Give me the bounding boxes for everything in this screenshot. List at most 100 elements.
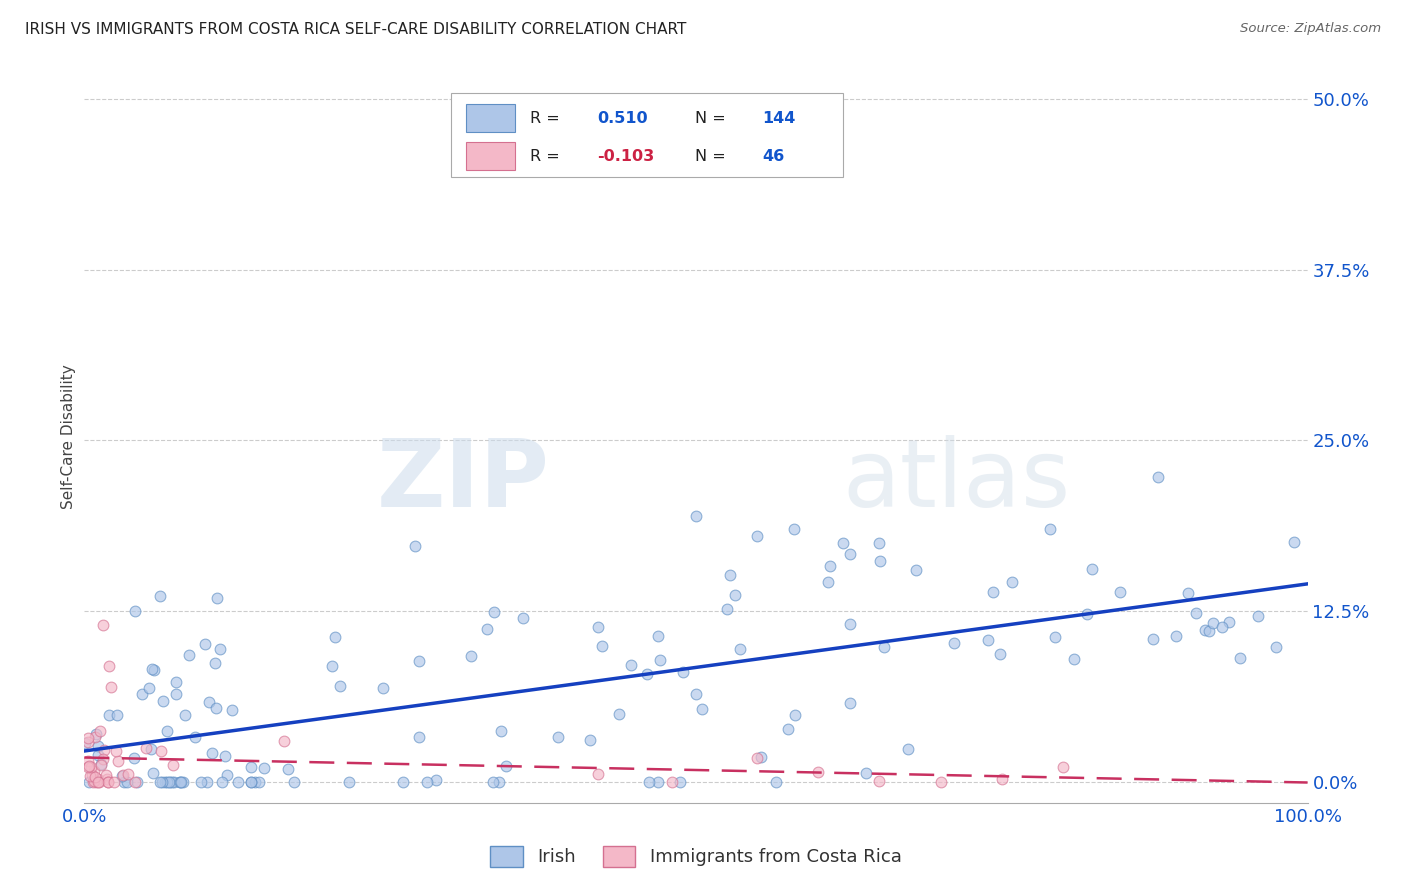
Point (283, 775, 305, 789)
Text: atlas: atlas (842, 435, 1071, 527)
Point (647, 775, 669, 789)
Point (87, 772, 110, 786)
Point (103, 775, 125, 789)
Point (143, 663, 166, 677)
Point (198, 695, 221, 709)
Point (1080, 562, 1102, 576)
Point (747, 751, 769, 765)
Point (97, 659, 120, 673)
Point (724, 588, 747, 602)
Point (776, 722, 799, 736)
Point (1063, 652, 1085, 666)
Point (1147, 469, 1170, 483)
Point (977, 632, 1000, 647)
Text: R =: R = (530, 149, 564, 164)
Point (245, 775, 267, 789)
Point (512, 611, 534, 625)
Point (115, 775, 138, 789)
Legend: Irish, Immigrants from Costa Rica: Irish, Immigrants from Costa Rica (491, 847, 901, 867)
Point (1202, 616, 1225, 631)
Point (135, 740, 157, 755)
Text: N =: N = (695, 149, 731, 164)
Point (124, 775, 146, 789)
Point (668, 775, 690, 789)
Point (839, 547, 862, 561)
Point (97, 775, 120, 789)
Point (929, 775, 952, 789)
Point (90, 757, 112, 772)
Point (831, 536, 853, 550)
Point (127, 775, 149, 789)
Point (323, 630, 346, 644)
Point (636, 666, 658, 681)
Point (77, 760, 100, 774)
Point (112, 775, 135, 789)
Point (209, 642, 232, 657)
Point (495, 759, 517, 773)
Point (163, 775, 186, 789)
Point (79, 768, 101, 782)
Point (690, 701, 713, 715)
Point (1185, 607, 1208, 621)
Text: -0.103: -0.103 (598, 149, 654, 164)
Point (194, 637, 217, 651)
Point (807, 764, 830, 779)
Point (1194, 623, 1216, 637)
Point (159, 775, 181, 789)
FancyBboxPatch shape (465, 104, 515, 132)
Point (591, 639, 613, 653)
Point (179, 648, 201, 662)
Point (1164, 629, 1187, 643)
Point (672, 665, 695, 679)
Point (122, 751, 145, 765)
Point (195, 775, 218, 789)
Point (728, 642, 751, 657)
Point (86, 727, 108, 741)
Point (489, 723, 512, 738)
Point (131, 687, 153, 701)
Point (1246, 608, 1268, 623)
Point (124, 604, 146, 618)
Point (765, 775, 787, 789)
Point (1052, 759, 1074, 773)
Point (104, 744, 127, 758)
Point (716, 601, 738, 615)
FancyBboxPatch shape (451, 94, 842, 178)
Point (415, 775, 437, 789)
Point (93, 752, 115, 766)
Point (153, 775, 176, 789)
Point (897, 741, 920, 756)
Point (226, 775, 249, 789)
Point (1177, 585, 1199, 599)
Point (205, 700, 228, 714)
Point (149, 589, 172, 603)
Point (991, 772, 1014, 786)
Point (77, 775, 100, 789)
Point (96, 772, 118, 786)
Point (90, 756, 112, 771)
Point (1211, 620, 1233, 634)
Point (150, 775, 173, 789)
Point (869, 773, 891, 788)
Point (1043, 630, 1066, 644)
Text: IRISH VS IMMIGRANTS FROM COSTA RICA SELF-CARE DISABILITY CORRELATION CHART: IRISH VS IMMIGRANTS FROM COSTA RICA SELF… (25, 22, 686, 37)
Point (82, 775, 104, 789)
Point (156, 775, 179, 789)
Point (149, 775, 172, 789)
Point (607, 707, 630, 722)
Point (83, 774, 105, 789)
Point (149, 744, 172, 758)
Point (1076, 607, 1098, 622)
Point (404, 539, 426, 553)
Point (273, 733, 295, 747)
Point (160, 775, 183, 789)
Text: 46: 46 (762, 149, 785, 164)
Point (855, 766, 877, 780)
Point (240, 775, 263, 789)
Point (1218, 615, 1240, 629)
Point (77, 731, 100, 746)
Point (460, 649, 482, 664)
Point (408, 654, 430, 668)
Point (329, 680, 352, 694)
Text: N =: N = (695, 111, 731, 126)
